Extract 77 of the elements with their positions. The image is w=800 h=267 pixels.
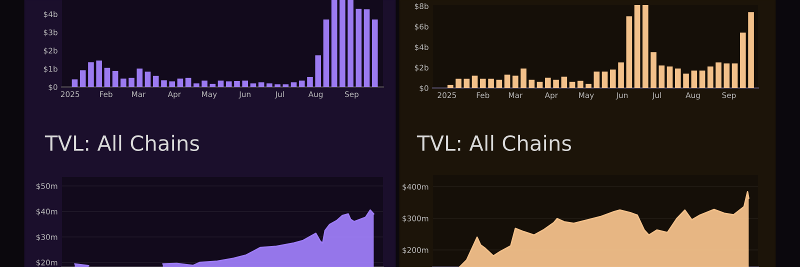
bar	[144, 72, 151, 87]
bar	[456, 78, 462, 88]
bar	[152, 76, 159, 87]
bar	[307, 76, 313, 87]
bar	[266, 83, 272, 87]
bar	[699, 70, 706, 88]
bar	[88, 62, 94, 87]
bar	[348, 0, 354, 87]
bar	[112, 70, 118, 87]
bar	[650, 52, 656, 88]
bar	[356, 8, 362, 87]
bar	[161, 80, 167, 87]
bar	[323, 20, 330, 87]
bar	[480, 78, 486, 88]
bar	[545, 78, 551, 88]
bar	[488, 78, 494, 88]
bar	[748, 12, 754, 88]
bar	[732, 63, 738, 88]
bar	[586, 84, 592, 88]
bar	[364, 9, 370, 87]
bar	[169, 81, 175, 87]
bar	[561, 76, 568, 88]
bar	[634, 5, 640, 88]
bar	[72, 79, 78, 87]
bar	[658, 65, 665, 88]
bar	[602, 72, 608, 88]
bar	[740, 32, 746, 88]
bar	[520, 68, 526, 88]
bar	[290, 82, 297, 87]
bar	[234, 80, 240, 87]
bar	[618, 62, 624, 88]
bar	[218, 80, 224, 87]
bar	[683, 74, 689, 88]
bar	[226, 81, 232, 87]
bar	[691, 70, 698, 88]
bar	[569, 82, 576, 88]
chart-title: TVL: All Chains	[44, 134, 200, 152]
bar	[553, 80, 559, 88]
bar	[528, 80, 535, 88]
bar	[185, 78, 192, 87]
bar	[666, 66, 673, 88]
bar	[315, 55, 321, 87]
bar	[448, 84, 454, 88]
bar	[96, 60, 102, 87]
bar	[578, 80, 584, 88]
bar	[472, 76, 478, 88]
bar	[496, 80, 502, 88]
bar	[708, 66, 714, 88]
bar	[128, 78, 134, 87]
bar	[250, 83, 256, 87]
bar	[331, 0, 338, 87]
bar	[512, 76, 518, 88]
bar	[675, 68, 681, 88]
bar	[104, 68, 110, 87]
bar	[258, 82, 264, 87]
bar	[716, 62, 722, 88]
bar	[340, 0, 346, 87]
bar	[120, 78, 126, 87]
bar	[504, 74, 510, 88]
bar	[724, 63, 730, 88]
bar	[610, 70, 616, 88]
bar	[372, 20, 378, 87]
bar	[242, 80, 248, 87]
bar	[202, 80, 208, 87]
bar	[464, 78, 470, 88]
bar	[194, 83, 200, 87]
bar	[626, 16, 632, 88]
bar	[594, 72, 600, 88]
bar	[642, 5, 648, 88]
bar	[80, 70, 86, 87]
bar	[536, 82, 543, 88]
bar	[177, 78, 184, 87]
bar	[210, 84, 216, 87]
bar	[274, 84, 280, 87]
bar	[298, 80, 305, 87]
bar	[136, 68, 143, 87]
chart-title: TVL: All Chains	[416, 134, 572, 152]
